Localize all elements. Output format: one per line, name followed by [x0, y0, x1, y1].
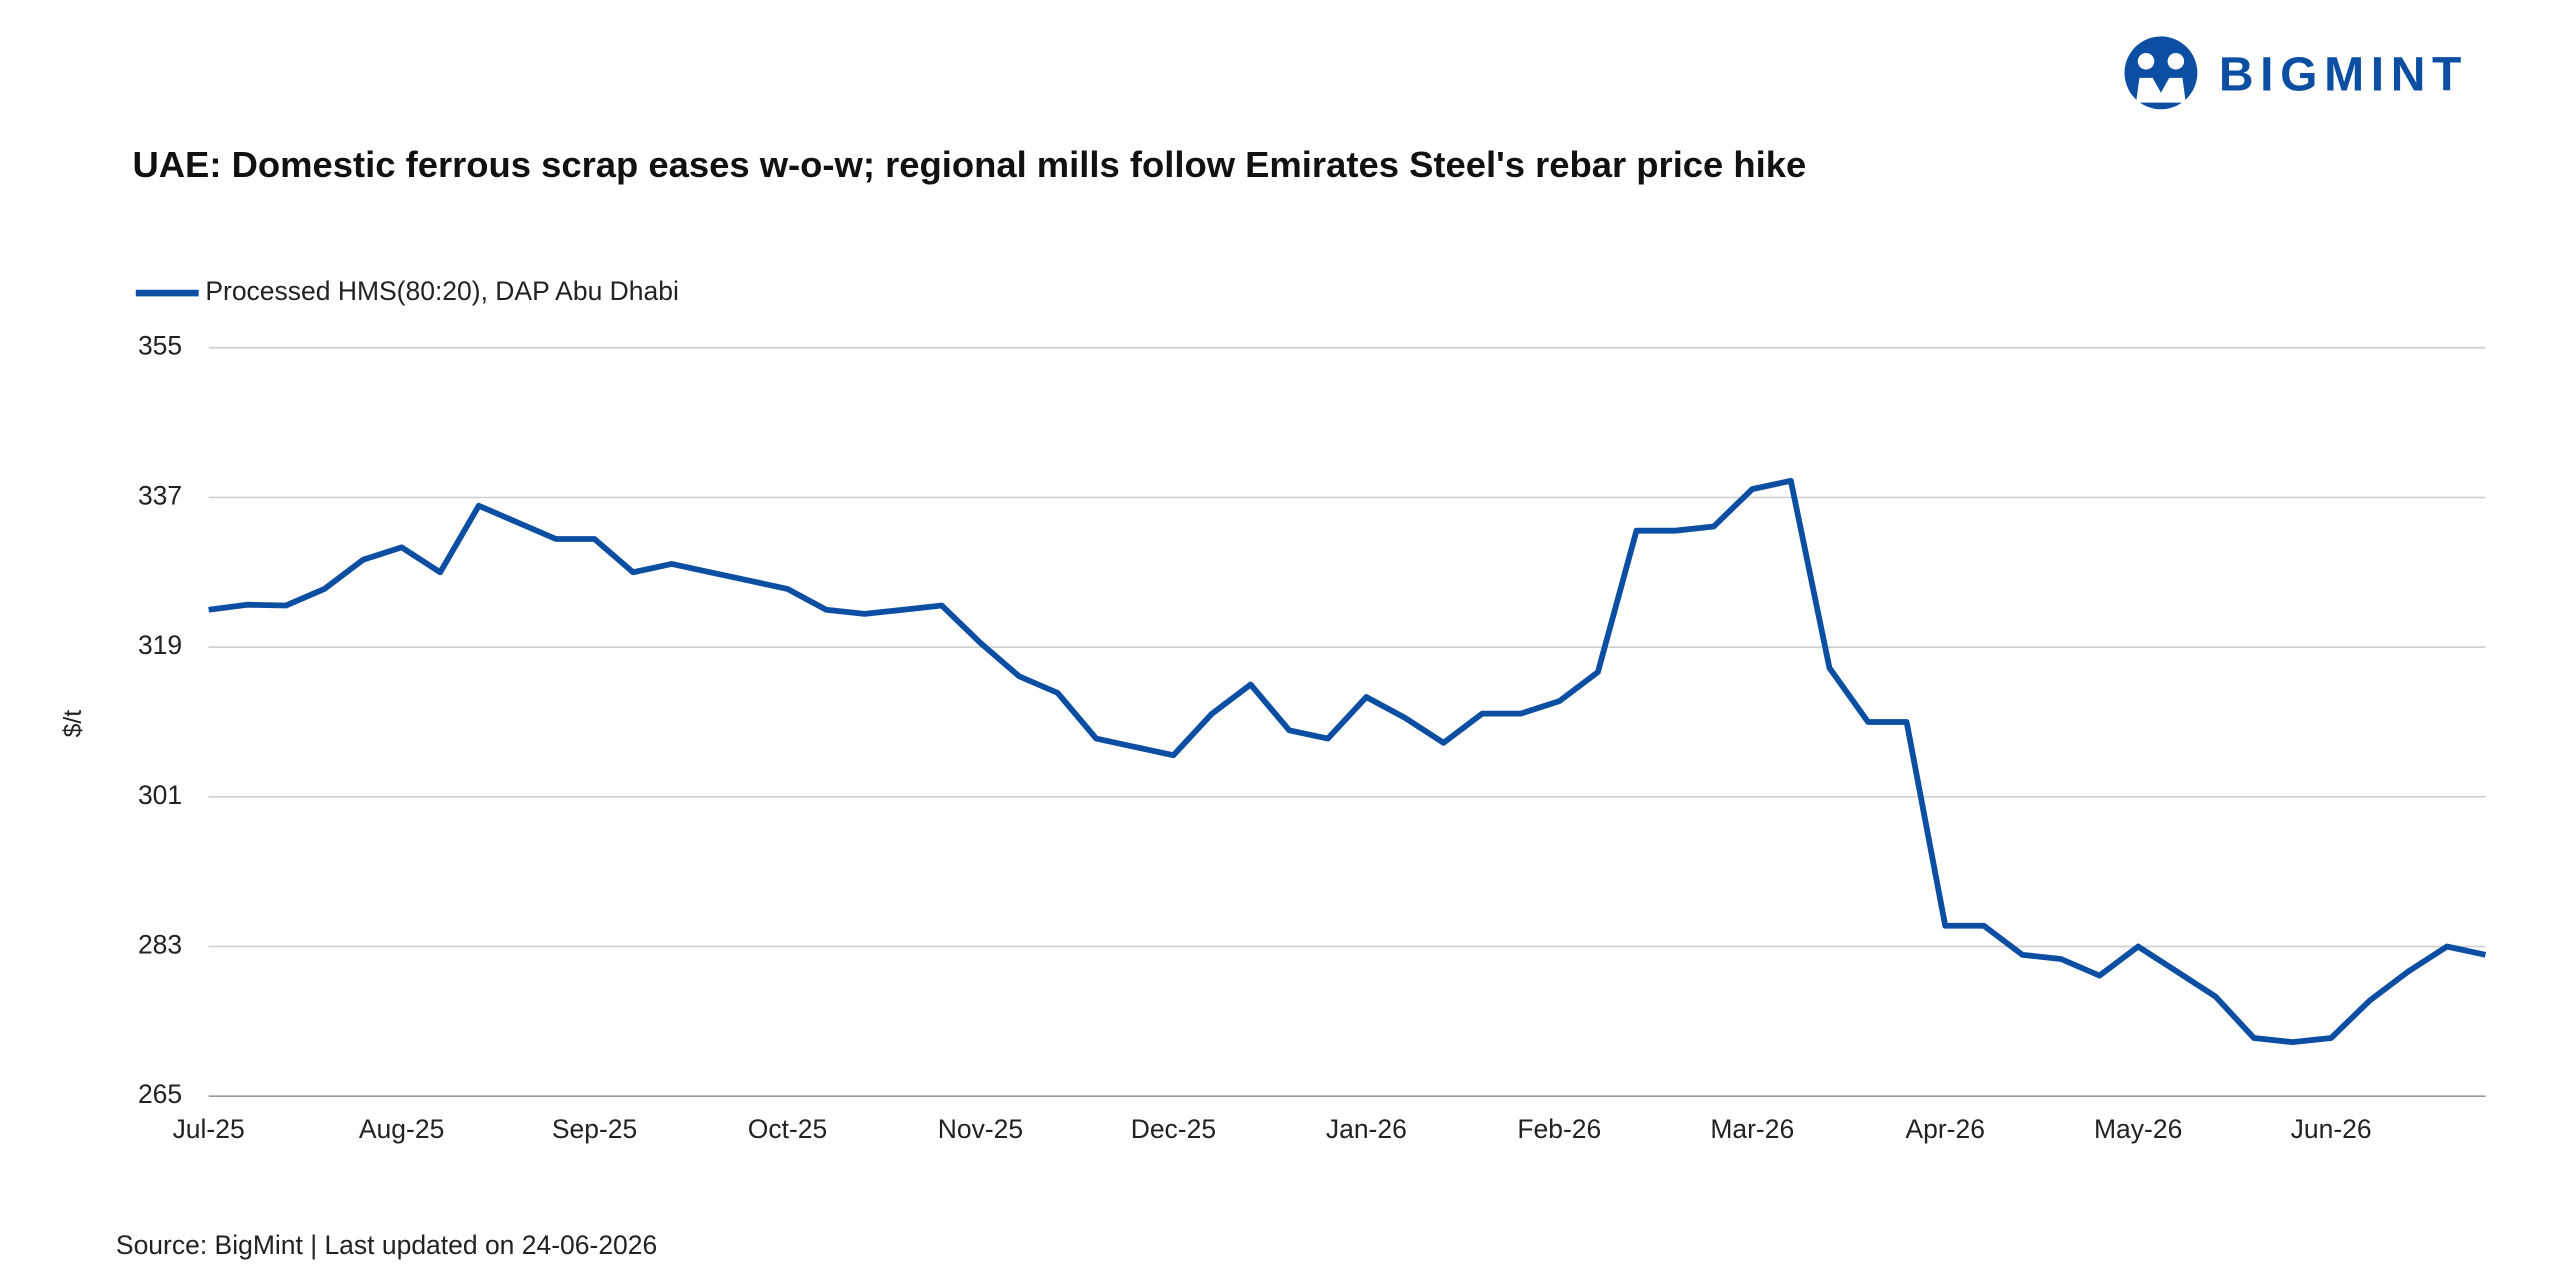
chart-title: UAE: Domestic ferrous scrap eases w-o-w;…	[132, 144, 1806, 185]
y-tick-label: 283	[138, 930, 182, 960]
x-tick-label: Aug-25	[359, 1114, 444, 1144]
x-tick-label: Jul-25	[173, 1114, 245, 1144]
x-tick-label: Dec-25	[1131, 1114, 1216, 1144]
legend-label: Processed HMS(80:20), DAP Abu Dhabi	[205, 276, 679, 306]
x-tick-label: Nov-25	[938, 1114, 1023, 1144]
y-tick-label: 337	[138, 480, 182, 510]
logo-icon	[2137, 52, 2155, 70]
y-axis-label: $/t	[60, 710, 87, 738]
x-tick-label: Feb-26	[1517, 1114, 1601, 1144]
x-tick-label: Jan-26	[1326, 1114, 1407, 1144]
x-tick-label: Sep-25	[552, 1114, 637, 1144]
x-tick-label: Jun-26	[2291, 1114, 2372, 1144]
y-tick-label: 319	[138, 630, 182, 660]
y-tick-label: 265	[138, 1079, 182, 1109]
logo-icon	[2136, 77, 2186, 103]
x-tick-label: Oct-25	[748, 1114, 827, 1144]
brand-logo: BIGMINT	[2124, 36, 2468, 110]
data-line	[208, 477, 2487, 1046]
brand-name: BIGMINT	[2219, 49, 2468, 102]
x-tick-label: May-26	[2094, 1114, 2182, 1144]
y-tick-label: 301	[138, 780, 182, 810]
logo-icon	[2167, 52, 2185, 70]
x-tick-label: Apr-26	[1905, 1114, 1985, 1144]
source-note: Source: BigMint | Last updated on 24-06-…	[116, 1230, 657, 1260]
x-tick-label: Mar-26	[1710, 1114, 1794, 1144]
y-tick-label: 355	[138, 331, 182, 361]
